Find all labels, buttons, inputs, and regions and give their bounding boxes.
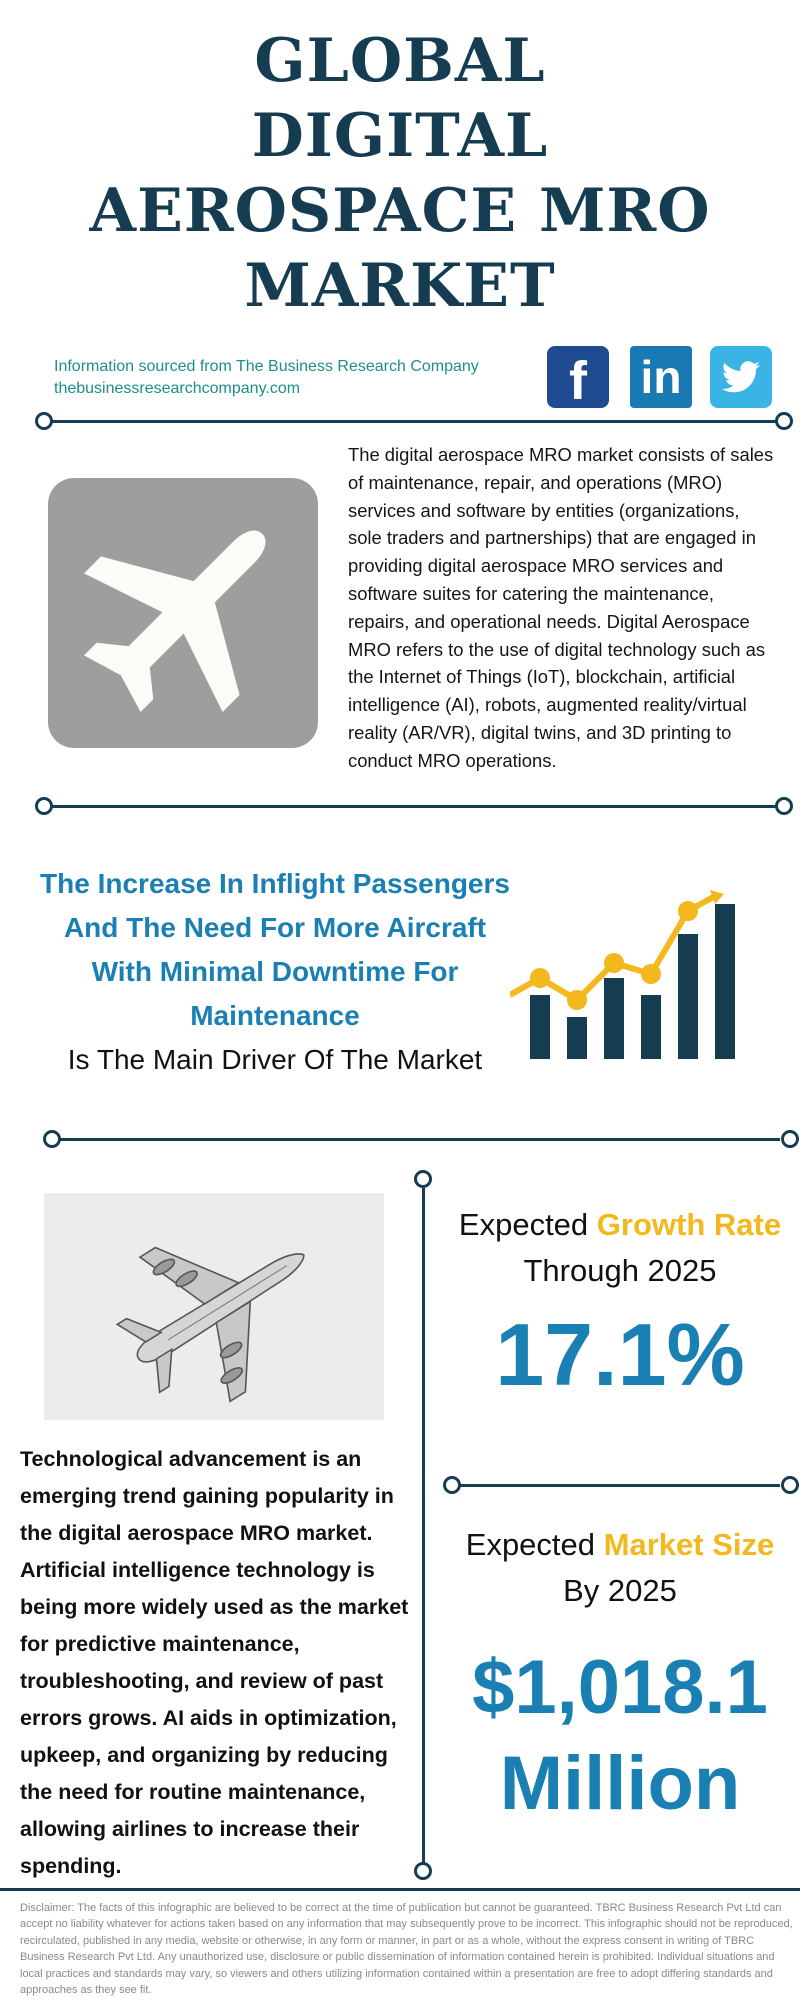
driver-rest: Is The Main Driver Of The Market	[67, 1044, 483, 1075]
divider-node	[443, 1476, 461, 1494]
growth-highlight: Growth Rate	[596, 1207, 782, 1242]
market-size-value: $1,018.1 Million	[440, 1640, 800, 1832]
divider-lower	[60, 1138, 780, 1141]
title-line-1: GLOBAL	[254, 26, 546, 96]
title-line-3: AEROSPACE MRO	[89, 176, 711, 246]
linkedin-text: in	[640, 351, 682, 403]
divider-node	[775, 797, 793, 815]
growth-sub: Through 2025	[523, 1253, 717, 1288]
divider-stats	[460, 1484, 780, 1487]
divider-node	[414, 1170, 432, 1188]
divider-node	[35, 797, 53, 815]
divider-node	[414, 1862, 432, 1880]
divider-node	[35, 412, 53, 430]
growth-rate-value: 17.1%	[495, 1305, 745, 1404]
vertical-divider	[422, 1188, 425, 1864]
market-size-value-line-1: $1,018.1	[472, 1645, 768, 1730]
divider-node	[43, 1130, 61, 1148]
linkedin-icon[interactable]: in	[630, 346, 692, 408]
divider-node	[781, 1476, 799, 1494]
growth-rate-label: Expected Growth Rate Through 2025	[440, 1202, 800, 1294]
source-url[interactable]: thebusinessresearchcompany.com	[54, 380, 301, 397]
title-line-2: DIGITAL	[251, 101, 549, 171]
facebook-letter: f	[569, 351, 587, 411]
market-size-value-line-2: Million	[499, 1741, 741, 1826]
growth-chart-icon	[508, 890, 750, 1065]
airplane-icon	[48, 478, 318, 748]
aircraft-sketch-image	[44, 1193, 384, 1420]
source-label: Information sourced from The Business Re…	[54, 358, 479, 375]
market-trend: Technological advancement is an emerging…	[20, 1447, 409, 1878]
market-size-highlight: Market Size	[603, 1527, 775, 1562]
twitter-icon[interactable]	[710, 346, 772, 408]
divider-node	[781, 1130, 799, 1148]
divider-bottom	[0, 1888, 800, 1891]
divider-top	[52, 420, 780, 423]
market-description: The digital aerospace MRO market consist…	[348, 444, 774, 771]
page-title: GLOBAL DIGITAL AEROSPACE MRO MARKET	[0, 24, 800, 324]
market-driver: The Increase In Inflight Passengers And …	[30, 862, 520, 1082]
market-size-prefix: Expected	[465, 1527, 596, 1562]
source-block: Information sourced from The Business Re…	[54, 356, 479, 400]
disclaimer: Disclaimer: The facts of this infographi…	[20, 1902, 793, 1997]
divider-middle	[52, 805, 780, 808]
facebook-icon[interactable]: f	[547, 346, 609, 411]
market-size-sub: By 2025	[563, 1573, 677, 1608]
market-size-label: Expected Market Size By 2025	[440, 1522, 800, 1614]
title-line-4: MARKET	[244, 251, 556, 321]
growth-prefix: Expected	[458, 1207, 589, 1242]
divider-node	[775, 412, 793, 430]
driver-highlight: The Increase In Inflight Passengers And …	[40, 868, 510, 1031]
